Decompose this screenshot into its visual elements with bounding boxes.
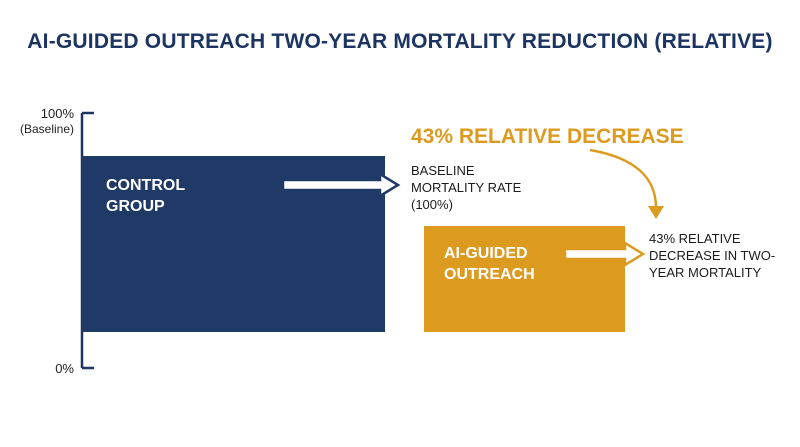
y-tick-sublabel: (Baseline) [20, 122, 74, 136]
bar-label: GROUP [106, 198, 165, 215]
bar [424, 226, 625, 332]
annotation-label: 43% RELATIVE DECREASE [411, 125, 684, 148]
callout-text: (100%) [411, 197, 453, 212]
chart-title: AI-GUIDED OUTREACH TWO-YEAR MORTALITY RE… [27, 30, 773, 53]
callout-text: YEAR MORTALITY [649, 265, 762, 280]
callout-arrow [563, 240, 646, 268]
annotation-arrowhead [648, 206, 664, 219]
bar-label: OUTREACH [444, 266, 535, 283]
bar-label: AI-GUIDED [444, 245, 528, 262]
annotation-arrow [589, 148, 658, 209]
callout-text: 43% RELATIVE [649, 231, 741, 246]
bar-label: CONTROL [106, 177, 185, 194]
callout-text: MORTALITY RATE [411, 180, 522, 195]
callout-text: BASELINE [411, 163, 475, 178]
y-tick-label: 0% [55, 361, 74, 376]
y-tick-label: 100% [41, 106, 75, 121]
callout-text: DECREASE IN TWO- [649, 248, 775, 263]
callout-arrow [281, 171, 401, 199]
